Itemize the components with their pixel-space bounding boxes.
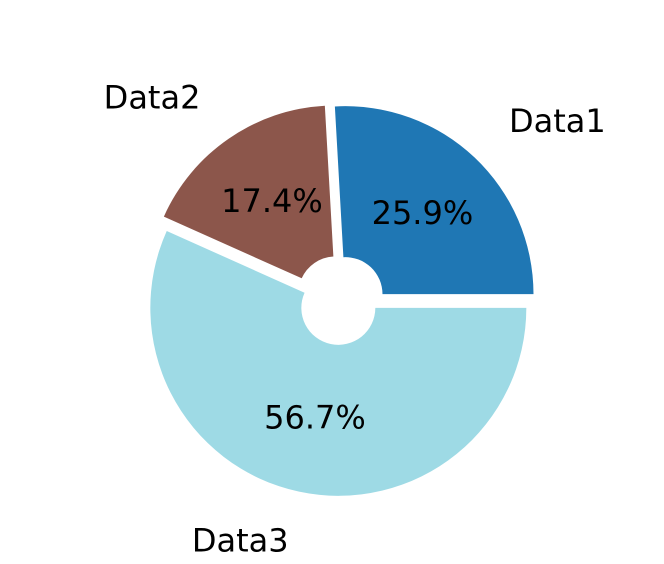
category-label-data3: Data3 [192, 522, 289, 560]
pie-slice-data2 [163, 105, 334, 279]
percent-label-data3: 56.7% [264, 398, 366, 436]
percent-label-data1: 25.9% [372, 194, 474, 232]
category-label-data1: Data1 [509, 102, 606, 140]
category-label-data2: Data2 [104, 78, 201, 116]
pie-slice-data1 [334, 106, 534, 295]
percent-label-data2: 17.4% [221, 182, 323, 220]
pie-slice-data3 [150, 230, 527, 496]
